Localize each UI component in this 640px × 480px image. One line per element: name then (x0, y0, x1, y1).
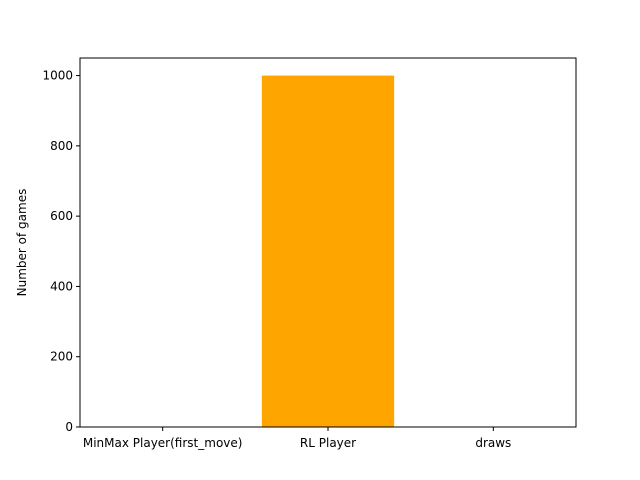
y-tick-label: 600 (50, 209, 73, 223)
y-axis: 0 200 400 600 800 1000 (42, 69, 80, 434)
y-tick-label: 0 (65, 420, 73, 434)
x-tick-label: RL Player (300, 436, 356, 450)
y-tick-label: 200 (50, 350, 73, 364)
y-axis-label: Number of games (15, 189, 29, 297)
x-tick-label: draws (475, 436, 511, 450)
y-tick-label: 800 (50, 139, 73, 153)
bar-1 (261, 75, 395, 428)
y-tick-label: 400 (50, 279, 73, 293)
x-axis: MinMax Player(first_move) RL Player draws (83, 427, 511, 450)
x-tick-label: MinMax Player(first_move) (83, 436, 243, 450)
y-tick-label: 1000 (42, 69, 73, 83)
bars-layer (261, 75, 395, 428)
